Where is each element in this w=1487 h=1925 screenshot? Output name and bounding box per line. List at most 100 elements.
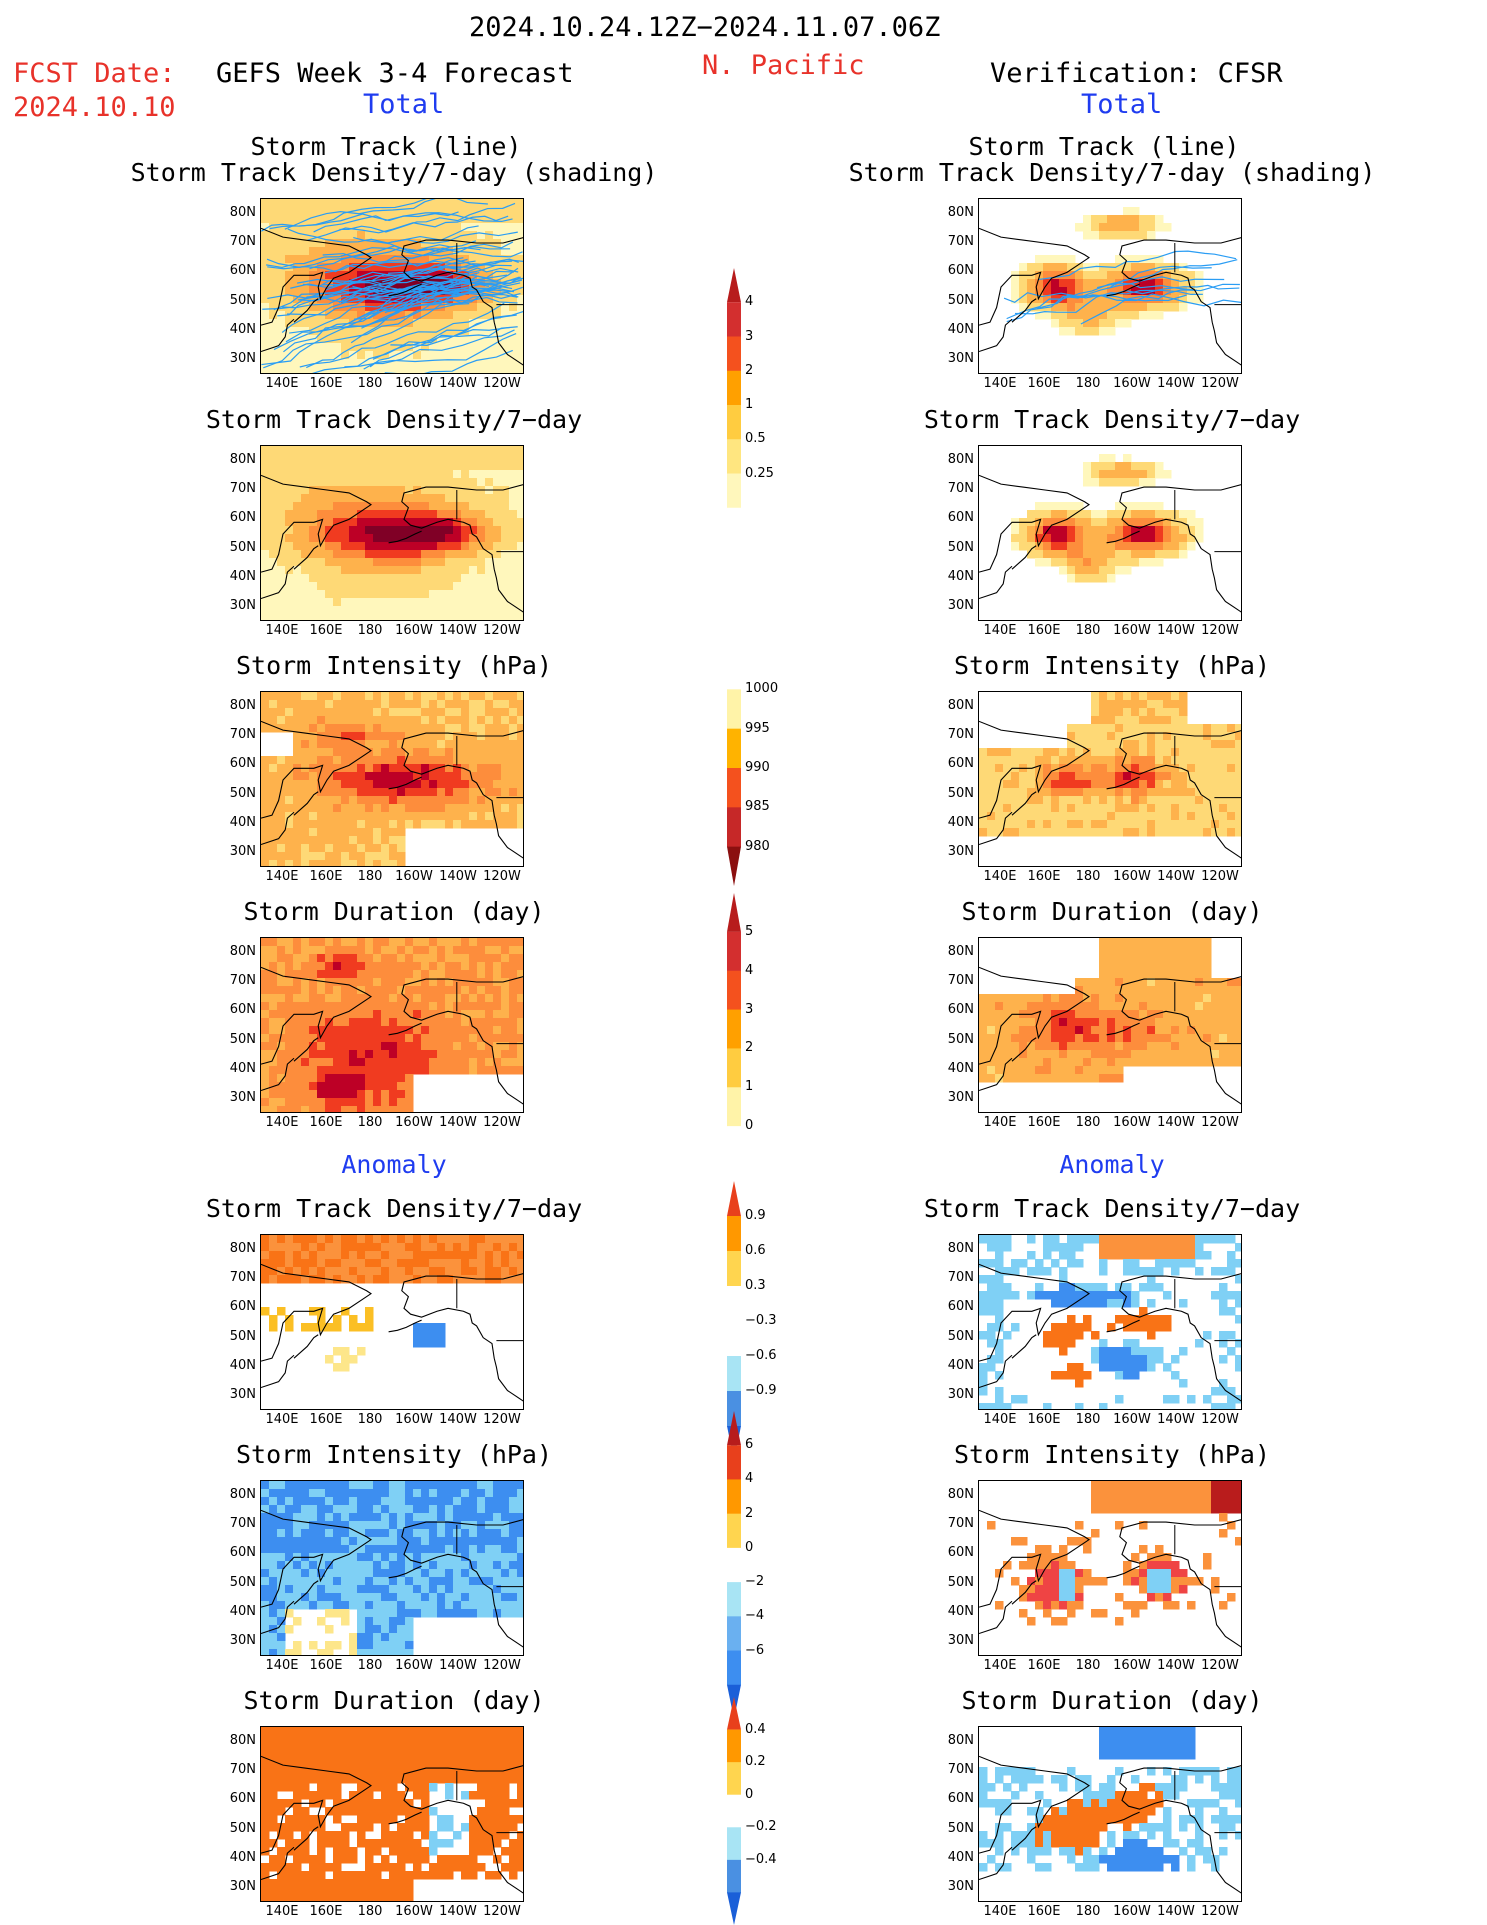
heatmap-cell: [501, 764, 510, 773]
heatmap-cell: [301, 279, 310, 288]
heatmap-cell: [309, 852, 318, 861]
heatmap-cell: [277, 1521, 286, 1530]
heatmap-cell: [405, 1601, 414, 1610]
heatmap-cell: [301, 970, 310, 979]
heatmap-cell: [437, 954, 446, 963]
heatmap-cell: [333, 1505, 342, 1514]
heatmap-cell: [373, 1871, 382, 1880]
heatmap-cell: [405, 986, 414, 995]
heatmap-cell: [309, 1026, 318, 1035]
heatmap-cell: [341, 199, 350, 208]
heatmap-cell: [301, 550, 310, 559]
heatmap-cell: [1147, 502, 1156, 511]
heatmap-cell: [517, 558, 523, 567]
heatmap-cell: [285, 542, 294, 551]
heatmap-cell: [501, 518, 510, 527]
heatmap-cell: [509, 1537, 518, 1546]
heatmap-cell: [301, 1775, 310, 1784]
heatmap-cell: [437, 1871, 446, 1880]
heatmap-cell: [413, 772, 422, 781]
heatmap-cell: [381, 478, 390, 487]
heatmap-cell: [309, 812, 318, 821]
heatmap-cell: [517, 724, 523, 733]
heatmap-cell: [373, 828, 382, 837]
heatmap-cell: [485, 303, 494, 312]
heatmap-cell: [397, 844, 406, 853]
heatmap-cell: [373, 215, 382, 224]
heatmap-cell: [1171, 534, 1180, 543]
heatmap-cell: [405, 1537, 414, 1546]
heatmap-cell: [285, 1815, 294, 1824]
heatmap-cell: [413, 558, 422, 567]
heatmap-cell: [509, 367, 518, 373]
heatmap-cell: [421, 772, 430, 781]
heatmap-cell: [357, 1641, 366, 1650]
heatmap-cell: [453, 566, 462, 575]
heatmap-cell: [277, 239, 286, 248]
heatmap-cell: [477, 772, 486, 781]
heatmap-cell: [397, 606, 406, 615]
heatmap-cell: [405, 199, 414, 208]
heatmap-cell: [461, 1034, 470, 1043]
y-tick-label: 60N: [229, 1791, 256, 1807]
heatmap-cell: [1099, 271, 1108, 280]
heatmap-cell: [317, 502, 326, 511]
x-tick-label: 120W: [483, 1658, 521, 1673]
heatmap-cell: [469, 1839, 478, 1848]
heatmap-cell: [381, 1609, 390, 1618]
heatmap-cell: [493, 1799, 502, 1808]
heatmap-cell: [357, 716, 366, 725]
heatmap-cell: [293, 1002, 302, 1011]
heatmap-cell: [365, 598, 374, 607]
heatmap-cell: [301, 223, 310, 232]
heatmap-cell: [397, 1759, 406, 1768]
heatmap-cell: [373, 724, 382, 733]
heatmap-cell: [1139, 255, 1148, 264]
heatmap-cell: [381, 1481, 390, 1490]
heatmap-cell: [325, 303, 334, 312]
heatmap-cell: [389, 247, 398, 256]
heatmap-cell: [397, 986, 406, 995]
heatmap-cell: [309, 470, 318, 479]
y-tick-label: 80N: [229, 204, 256, 220]
heatmap-cell: [341, 1505, 350, 1514]
heatmap-cell: [309, 1513, 318, 1522]
heatmap-cell: [477, 598, 486, 607]
heatmap-cell: [333, 724, 342, 733]
heatmap-cell: [373, 239, 382, 248]
storm-track-line: [284, 199, 488, 230]
heatmap-cell: [1123, 271, 1132, 280]
heatmap-cell: [517, 708, 523, 717]
heatmap-cell: [349, 1315, 358, 1324]
heatmap-cell: [381, 820, 390, 829]
heatmap-cell: [261, 558, 270, 567]
heatmap-cell: [365, 1561, 374, 1570]
heatmap-cell: [293, 454, 302, 463]
heatmap-cell: [429, 748, 438, 757]
heatmap-cell: [501, 1251, 510, 1260]
heatmap-cell: [461, 223, 470, 232]
heatmap-cell: [261, 454, 270, 463]
heatmap-cell: [469, 574, 478, 583]
heatmap-cell: [381, 1617, 390, 1626]
heatmap-cell: [437, 1735, 446, 1744]
heatmap-cell: [341, 351, 350, 360]
total-label-right: Total: [1081, 89, 1163, 120]
heatmap-cell: [309, 970, 318, 979]
heatmap-cell: [397, 335, 406, 344]
heatmap-cell: [405, 470, 414, 479]
heatmap-cell: [309, 207, 318, 216]
heatmap-cell: [333, 1106, 342, 1112]
heatmap-cell: [501, 1609, 510, 1618]
heatmap-cell: [1003, 748, 1012, 757]
heatmap-cell: [461, 732, 470, 741]
heatmap-cell: [357, 207, 366, 216]
heatmap-cell: [317, 1863, 326, 1872]
heatmap-cell: [325, 1751, 334, 1760]
heatmap-cell: [517, 590, 523, 599]
heatmap-cell: [413, 1481, 422, 1490]
heatmap-cell: [437, 1767, 446, 1776]
heatmap-cell: [317, 1617, 326, 1626]
heatmap-cell: [269, 700, 278, 709]
heatmap-cell: [333, 231, 342, 240]
